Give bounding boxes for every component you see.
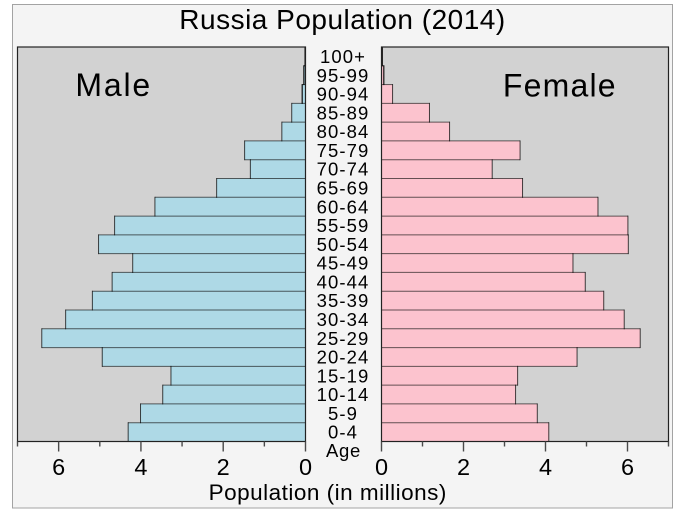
svg-text:15-19: 15-19: [317, 365, 370, 386]
svg-text:0-4: 0-4: [328, 422, 358, 443]
svg-text:0: 0: [375, 454, 388, 480]
svg-text:70-74: 70-74: [317, 159, 370, 180]
svg-text:Russia Population (2014): Russia Population (2014): [179, 4, 505, 35]
svg-text:Female: Female: [503, 67, 617, 103]
svg-text:95-99: 95-99: [317, 65, 370, 86]
svg-text:85-89: 85-89: [317, 102, 370, 123]
svg-text:25-29: 25-29: [317, 328, 370, 349]
svg-text:55-59: 55-59: [317, 215, 370, 236]
svg-text:4: 4: [134, 454, 147, 480]
svg-text:65-69: 65-69: [317, 177, 370, 198]
svg-text:45-49: 45-49: [317, 253, 370, 274]
svg-text:75-79: 75-79: [317, 140, 370, 161]
svg-text:50-54: 50-54: [317, 234, 370, 255]
svg-text:2: 2: [217, 454, 230, 480]
svg-text:20-24: 20-24: [317, 347, 370, 368]
svg-text:100+: 100+: [320, 46, 366, 67]
svg-text:6: 6: [52, 454, 65, 480]
svg-text:2: 2: [457, 454, 470, 480]
svg-text:0: 0: [299, 454, 312, 480]
svg-text:Age: Age: [326, 440, 361, 461]
svg-text:30-34: 30-34: [317, 309, 370, 330]
svg-text:40-44: 40-44: [317, 271, 370, 292]
svg-text:Male: Male: [75, 67, 152, 103]
svg-text:6: 6: [621, 454, 634, 480]
svg-text:80-84: 80-84: [317, 121, 370, 142]
svg-text:90-94: 90-94: [317, 84, 370, 105]
svg-text:4: 4: [539, 454, 552, 480]
svg-text:5-9: 5-9: [328, 403, 358, 424]
svg-text:60-64: 60-64: [317, 196, 370, 217]
svg-text:10-14: 10-14: [317, 384, 370, 405]
svg-text:35-39: 35-39: [317, 290, 370, 311]
svg-text:Population (in millions): Population (in millions): [209, 480, 447, 505]
